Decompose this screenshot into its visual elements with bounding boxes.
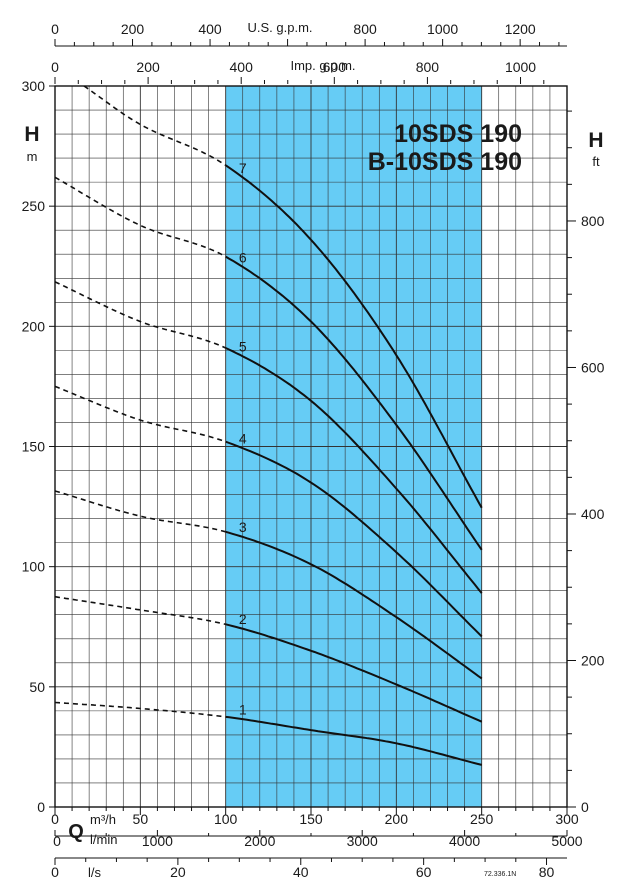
x-tick-label: 100	[214, 811, 238, 827]
right-tick-label: 400	[581, 506, 605, 522]
ls-tick-label: 80	[539, 864, 555, 880]
chart-title-line-2: B-10SDS 190	[368, 148, 522, 176]
usgpm-tick-label: 400	[198, 21, 222, 37]
lmin-tick-label: 1000	[142, 833, 173, 849]
curve-label-7: 7	[239, 160, 247, 176]
curve-1-dashed	[54, 701, 226, 718]
left-tick-label: 250	[22, 198, 46, 214]
curve-label-6: 6	[239, 249, 247, 265]
usgpm-tick-label: 1000	[427, 21, 458, 37]
curve-label-1: 1	[239, 701, 247, 717]
curve-label-3: 3	[239, 519, 247, 535]
impgpm-tick-label: 1000	[505, 59, 536, 75]
curve-5-dashed	[54, 281, 227, 349]
curves: 1 2 3 4 5 6 7	[54, 85, 483, 766]
left-tick-label: 50	[29, 679, 45, 695]
impgpm-tick-label: 600	[323, 59, 347, 75]
lmin-tick-label: 3000	[347, 833, 378, 849]
curve-2-dashed	[54, 595, 226, 626]
ls-tick-label: 60	[416, 864, 432, 880]
grid	[54, 85, 568, 808]
impgpm-tick-label: 0	[51, 59, 59, 75]
curve-4-dashed	[54, 385, 226, 443]
x-axis-label: Q	[68, 821, 84, 843]
chart-title-line-1: 10SDS 190	[394, 120, 522, 148]
right-tick-label: 200	[581, 652, 605, 668]
left-axis-label: H	[24, 123, 39, 146]
x-tick-label: 300	[555, 811, 579, 827]
footnote: 72.336.1N	[484, 871, 516, 878]
impgpm-tick-label: 400	[230, 59, 254, 75]
left-tick-label: 300	[22, 78, 46, 94]
curve-7	[225, 164, 483, 509]
curve-label-4: 4	[239, 430, 247, 446]
impgpm-tick-label: 800	[416, 59, 440, 75]
x-tick-label: 0	[51, 811, 59, 827]
lmin-tick-label: 0	[53, 833, 61, 849]
left-axis-unit: m	[27, 149, 38, 164]
curve-7-dashed	[83, 85, 227, 166]
curve-3-dashed	[54, 490, 226, 533]
left-tick-label: 100	[22, 559, 46, 575]
x-tick-label: 150	[299, 811, 323, 827]
usgpm-tick-label: 200	[121, 21, 145, 37]
left-tick-label: 0	[37, 799, 45, 815]
top-impgpm-unit: Imp. g.p.m.	[290, 58, 355, 73]
usgpm-tick-label: 800	[353, 21, 377, 37]
x-axis-unit: m³/h	[90, 812, 116, 827]
right-axis-unit: ft	[592, 154, 600, 169]
curve-6	[225, 255, 483, 551]
curve-label-5: 5	[239, 339, 247, 355]
right-axis-label: H	[588, 129, 603, 152]
impgpm-tick-label: 200	[136, 59, 160, 75]
lmin-tick-label: 2000	[244, 833, 275, 849]
x-tick-label: 200	[385, 811, 409, 827]
lmin-tick-label: 4000	[449, 833, 480, 849]
left-tick-label: 150	[22, 439, 46, 455]
usgpm-tick-label: 1200	[505, 21, 536, 37]
lmin-tick-label: 5000	[551, 833, 582, 849]
curve-3	[225, 530, 483, 680]
left-tick-label: 200	[22, 318, 46, 334]
right-tick-label: 600	[581, 359, 605, 375]
ls-tick-label: 0	[51, 864, 59, 880]
usgpm-tick-label: 0	[51, 21, 59, 37]
curve-2	[225, 623, 483, 723]
curve-4	[225, 440, 483, 638]
x-ls-unit: l/s	[88, 865, 102, 880]
x-tick-label: 250	[470, 811, 494, 827]
curve-5	[225, 347, 483, 594]
ls-tick-label: 20	[170, 864, 186, 880]
top-usgpm-unit: U.S. g.p.m.	[247, 20, 312, 35]
x-tick-label: 50	[133, 811, 149, 827]
curve-label-2: 2	[239, 611, 247, 627]
right-tick-label: 0	[581, 799, 589, 815]
x-lmin-unit: l/min	[90, 832, 117, 847]
curve-1	[225, 715, 482, 766]
right-tick-label: 800	[581, 213, 605, 229]
ls-tick-label: 40	[293, 864, 309, 880]
